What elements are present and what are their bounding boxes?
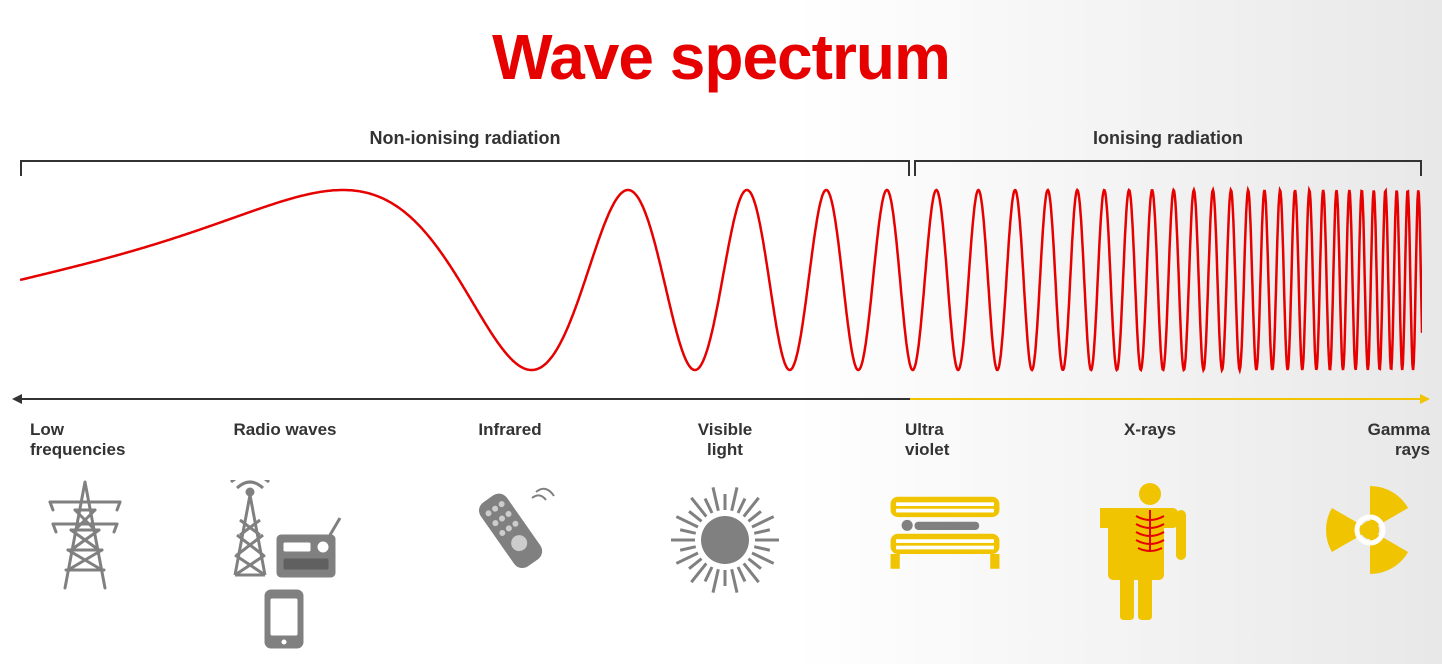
axis-arrow-right-icon: [1420, 394, 1430, 404]
bracket-non-ionising: [20, 160, 910, 182]
bracket-ionising: [914, 160, 1422, 182]
icon-slot-xray: [1090, 480, 1210, 640]
radiation-icon: [1320, 480, 1420, 580]
band-label-radio: Radio waves: [225, 420, 345, 440]
frequency-axis: [20, 398, 1422, 400]
icon-slot-low-freq: [25, 480, 145, 640]
band-label-low-freq: Lowfrequencies: [30, 420, 140, 461]
icon-slot-gamma: [1320, 480, 1420, 640]
icon-slot-radio: [215, 480, 365, 640]
wave-spectrum-infographic: Wave spectrum Non-ionising radiation Ion…: [0, 0, 1442, 664]
page-title: Wave spectrum: [0, 20, 1442, 94]
pylon-icon: [45, 480, 125, 590]
axis-ionising: [910, 398, 1422, 400]
remote-icon: [460, 480, 560, 580]
axis-non-ionising: [20, 398, 910, 400]
band-label-infrared: Infrared: [450, 420, 570, 440]
band-label-visible: Visiblelight: [665, 420, 785, 461]
tanning-bed-icon: [885, 480, 1005, 580]
icon-slot-visible: [665, 480, 785, 640]
radio-set-icon: [215, 480, 365, 650]
band-label-uv: Ultraviolet: [905, 420, 1005, 461]
band-label-gamma: Gammarays: [1320, 420, 1430, 461]
sun-icon: [665, 480, 785, 600]
xray-body-icon: [1100, 480, 1200, 630]
icon-slot-uv: [885, 480, 1005, 640]
bracket-non-ionising-label: Non-ionising radiation: [20, 128, 910, 149]
wave-plot: [20, 180, 1422, 380]
band-label-xray: X-rays: [1090, 420, 1210, 440]
bracket-ionising-label: Ionising radiation: [914, 128, 1422, 149]
icon-slot-infrared: [450, 480, 570, 640]
